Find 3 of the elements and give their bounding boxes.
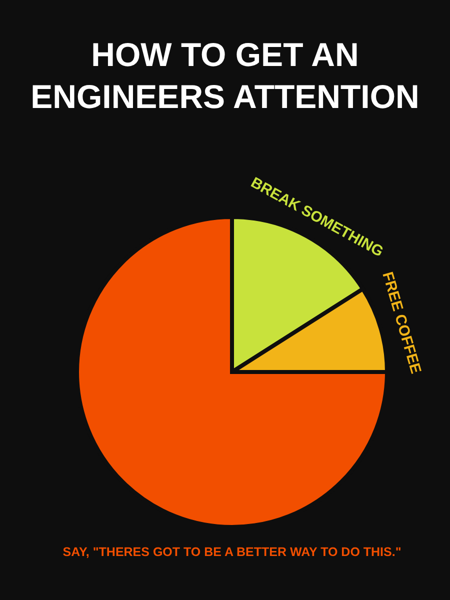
- chart-title: HOW TO GET AN ENGINEERS ATTENTION: [30, 36, 420, 115]
- slice-label: SAY, "THERES GOT TO BE A BETTER WAY TO DO THIS.": [62, 545, 402, 559]
- slice-label: FREE COFFEE: [378, 270, 424, 376]
